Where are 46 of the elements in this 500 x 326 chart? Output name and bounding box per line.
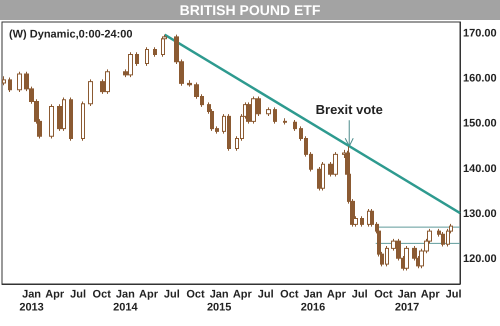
y-tick-label: 160.00 — [463, 72, 497, 84]
x-tick-label: Jan 2013 — [19, 288, 44, 314]
candlestick — [273, 106, 277, 124]
x-tick-label: Jan 2015 — [206, 288, 232, 314]
chart-title: BRITISH POUND ETF — [0, 0, 500, 20]
candlestick — [321, 162, 325, 191]
x-tick-label: Apr — [420, 288, 440, 300]
x-tick-label: Apr — [139, 288, 159, 300]
y-tick-label: 170.00 — [463, 27, 497, 40]
candlestick — [187, 80, 192, 88]
x-tick-label: Jul — [258, 288, 274, 300]
candlestick — [145, 46, 149, 66]
annotation: Brexit vote — [316, 102, 383, 118]
text: (W) Dynamic,0:00-24:00 — [9, 28, 132, 40]
x-tick-label: Jul — [446, 288, 462, 300]
candlestick — [266, 106, 271, 116]
x-tick-label: Jul — [70, 288, 86, 300]
x-tick-label: Oct — [280, 288, 299, 300]
candlestick — [17, 71, 22, 93]
x-tick-label: Oct — [186, 288, 206, 300]
candlestick — [153, 46, 157, 58]
x-tick-label: Jul — [164, 288, 180, 300]
y-tick-label: 140.00 — [463, 162, 497, 175]
y-tick-label: 130.00 — [463, 208, 497, 220]
x-tick-label: Jan 2017 — [394, 288, 420, 314]
y-tick-label: 150.00 — [463, 118, 497, 130]
candlestick — [2, 76, 6, 86]
candlestick — [283, 118, 287, 126]
candlestick — [69, 96, 73, 142]
candlestick — [293, 120, 297, 132]
x-tick-label: Apr — [45, 288, 65, 300]
x-tick-label: Apr — [232, 288, 252, 300]
x-tick-label: Jul — [352, 288, 368, 300]
candlestick — [88, 78, 93, 107]
y-tick-label: 120.00 — [463, 253, 497, 266]
candlestick — [49, 104, 54, 140]
candlestick — [8, 77, 12, 93]
x-tick-label: Jan 2016 — [300, 288, 326, 314]
x-tick-label: Jan 2014 — [113, 288, 138, 314]
x-tick-label: Oct — [374, 288, 393, 300]
candlestick — [404, 246, 409, 271]
x-tick-label: Oct — [92, 288, 112, 300]
candlestick — [135, 52, 139, 66]
candlestick — [81, 101, 85, 142]
candlestick — [360, 216, 364, 228]
x-tick-label: Apr — [326, 288, 347, 300]
